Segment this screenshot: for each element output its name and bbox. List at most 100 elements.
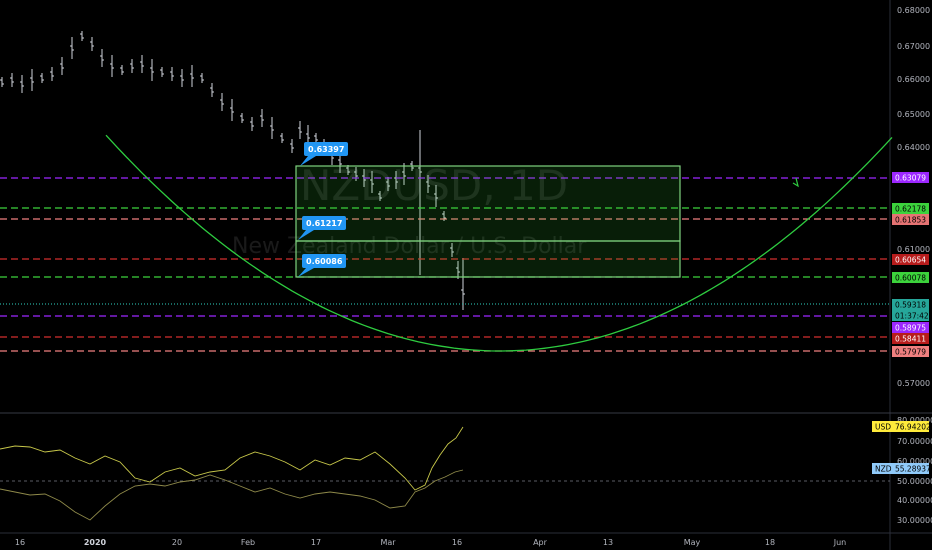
candle [40, 73, 44, 83]
indicator-tick: 60.00000 [897, 457, 932, 466]
callout-1[interactable]: 0.61217 [298, 216, 346, 240]
nzd-strength-line[interactable] [0, 469, 464, 521]
candle [230, 99, 234, 121]
price-tick: 0.64000 [897, 143, 930, 152]
candle [140, 55, 144, 73]
usd-badge-value: 76.94202 [895, 423, 931, 432]
level-badge: 0.57979 [892, 346, 929, 357]
level-badge-box [892, 172, 929, 183]
candle [30, 69, 34, 91]
indicator-pane[interactable]: 80.00000 70.00000 60.00000 50.00000 40.0… [0, 416, 932, 525]
candle [378, 191, 382, 201]
callout-2[interactable]: 0.60086 [298, 254, 346, 277]
curve-arrow-icon [792, 177, 799, 188]
time-tick: 20 [172, 538, 182, 547]
price-tick: 0.67000 [897, 42, 930, 51]
level-badge: 01:37:42 [892, 310, 929, 321]
nzd-badge-box [872, 463, 929, 474]
candle [240, 113, 244, 123]
price-tick: 0.65000 [897, 110, 930, 119]
time-tick: 17 [311, 538, 321, 547]
usd-badge: USD 76.94202 [872, 421, 931, 432]
level-badge-text: 0.60654 [895, 256, 926, 265]
price-axis[interactable]: 0.68000 0.67000 0.66000 0.65000 0.64000 … [897, 6, 930, 388]
candle [434, 185, 438, 207]
level-badge: 0.58411 [892, 333, 929, 344]
level-badge-text: 0.62178 [895, 205, 926, 214]
price-tick: 0.57000 [897, 379, 930, 388]
candle [354, 167, 358, 181]
level-badge-box [892, 346, 929, 357]
time-tick: Jun [833, 538, 847, 547]
callout-pointer [298, 230, 314, 240]
candle [280, 133, 284, 143]
level-badge-box [892, 333, 929, 344]
candle [130, 59, 134, 73]
time-tick: May [684, 538, 701, 547]
watermark-subtitle: New Zealand Dollar / U.S. Dollar [232, 234, 587, 259]
candle [180, 69, 184, 87]
watermark-title: NZDUSD, 1D [300, 161, 568, 210]
parabola-curve[interactable] [105, 134, 893, 352]
candle [426, 175, 430, 193]
level-badge-box [892, 254, 929, 265]
candle [346, 165, 350, 175]
candle [270, 117, 274, 139]
level-badges: 0.63079 0.62178 0.61853 0.60654 0.60078 … [892, 172, 929, 357]
time-tick: Mar [380, 538, 396, 547]
candle [260, 109, 264, 127]
level-badge-box [892, 322, 929, 333]
candle [0, 77, 4, 87]
candle [70, 37, 74, 59]
candle [120, 65, 124, 75]
level-badge: 0.61853 [892, 214, 929, 225]
candle [370, 171, 374, 193]
level-badge-text: 0.63079 [895, 174, 926, 183]
level-badge-text: 0.61853 [895, 216, 926, 225]
candle [60, 57, 64, 75]
callout-label: 0.63397 [308, 145, 344, 154]
level-badge-box [892, 272, 929, 283]
range-box-lower[interactable] [295, 240, 681, 278]
nzd-badge: NZD 55.28937 [872, 463, 931, 474]
callout-box[interactable] [302, 216, 346, 230]
level-badge: 0.60078 [892, 272, 929, 283]
indicator-tick: 30.00000 [897, 516, 932, 525]
level-badge-text: 0.60078 [895, 274, 926, 283]
price-tick: 0.68000 [897, 6, 930, 15]
callout-label: 0.60086 [306, 257, 343, 266]
candle [160, 67, 164, 77]
range-box-upper[interactable] [295, 165, 681, 242]
candle [80, 31, 84, 41]
level-badge-box [892, 299, 929, 310]
level-badge-text: 0.57979 [895, 348, 926, 357]
level-lines-group[interactable] [0, 177, 890, 352]
callout-box[interactable] [302, 254, 346, 268]
candle [450, 243, 454, 257]
indicator-tick: 40.00000 [897, 496, 932, 505]
candle [290, 139, 294, 153]
callout-0[interactable]: 0.63397 [300, 142, 348, 166]
level-badge-text: 0.58975 [895, 324, 926, 333]
time-axis[interactable]: 16 2020 20 Feb 17 Mar 16 Apr 13 May 18 J… [15, 538, 846, 547]
candle [402, 163, 406, 185]
nzd-badge-value: 55.28937 [895, 465, 931, 474]
time-tick: Feb [241, 538, 255, 547]
candle [220, 93, 224, 111]
time-tick: 16 [452, 538, 462, 547]
time-tick: 18 [765, 538, 775, 547]
usd-badge-box [872, 421, 929, 432]
candle [150, 59, 154, 81]
candle [100, 49, 104, 67]
callout-box[interactable] [304, 142, 348, 156]
candle [250, 117, 254, 131]
time-tick: 16 [15, 538, 25, 547]
level-badge: 0.60654 [892, 254, 929, 265]
indicator-tick: 80.00000 [897, 416, 932, 425]
candle [298, 121, 302, 139]
usd-strength-line[interactable] [0, 426, 464, 491]
candles-group[interactable] [0, 31, 465, 310]
candle [90, 37, 94, 51]
level-badge-box [892, 214, 929, 225]
